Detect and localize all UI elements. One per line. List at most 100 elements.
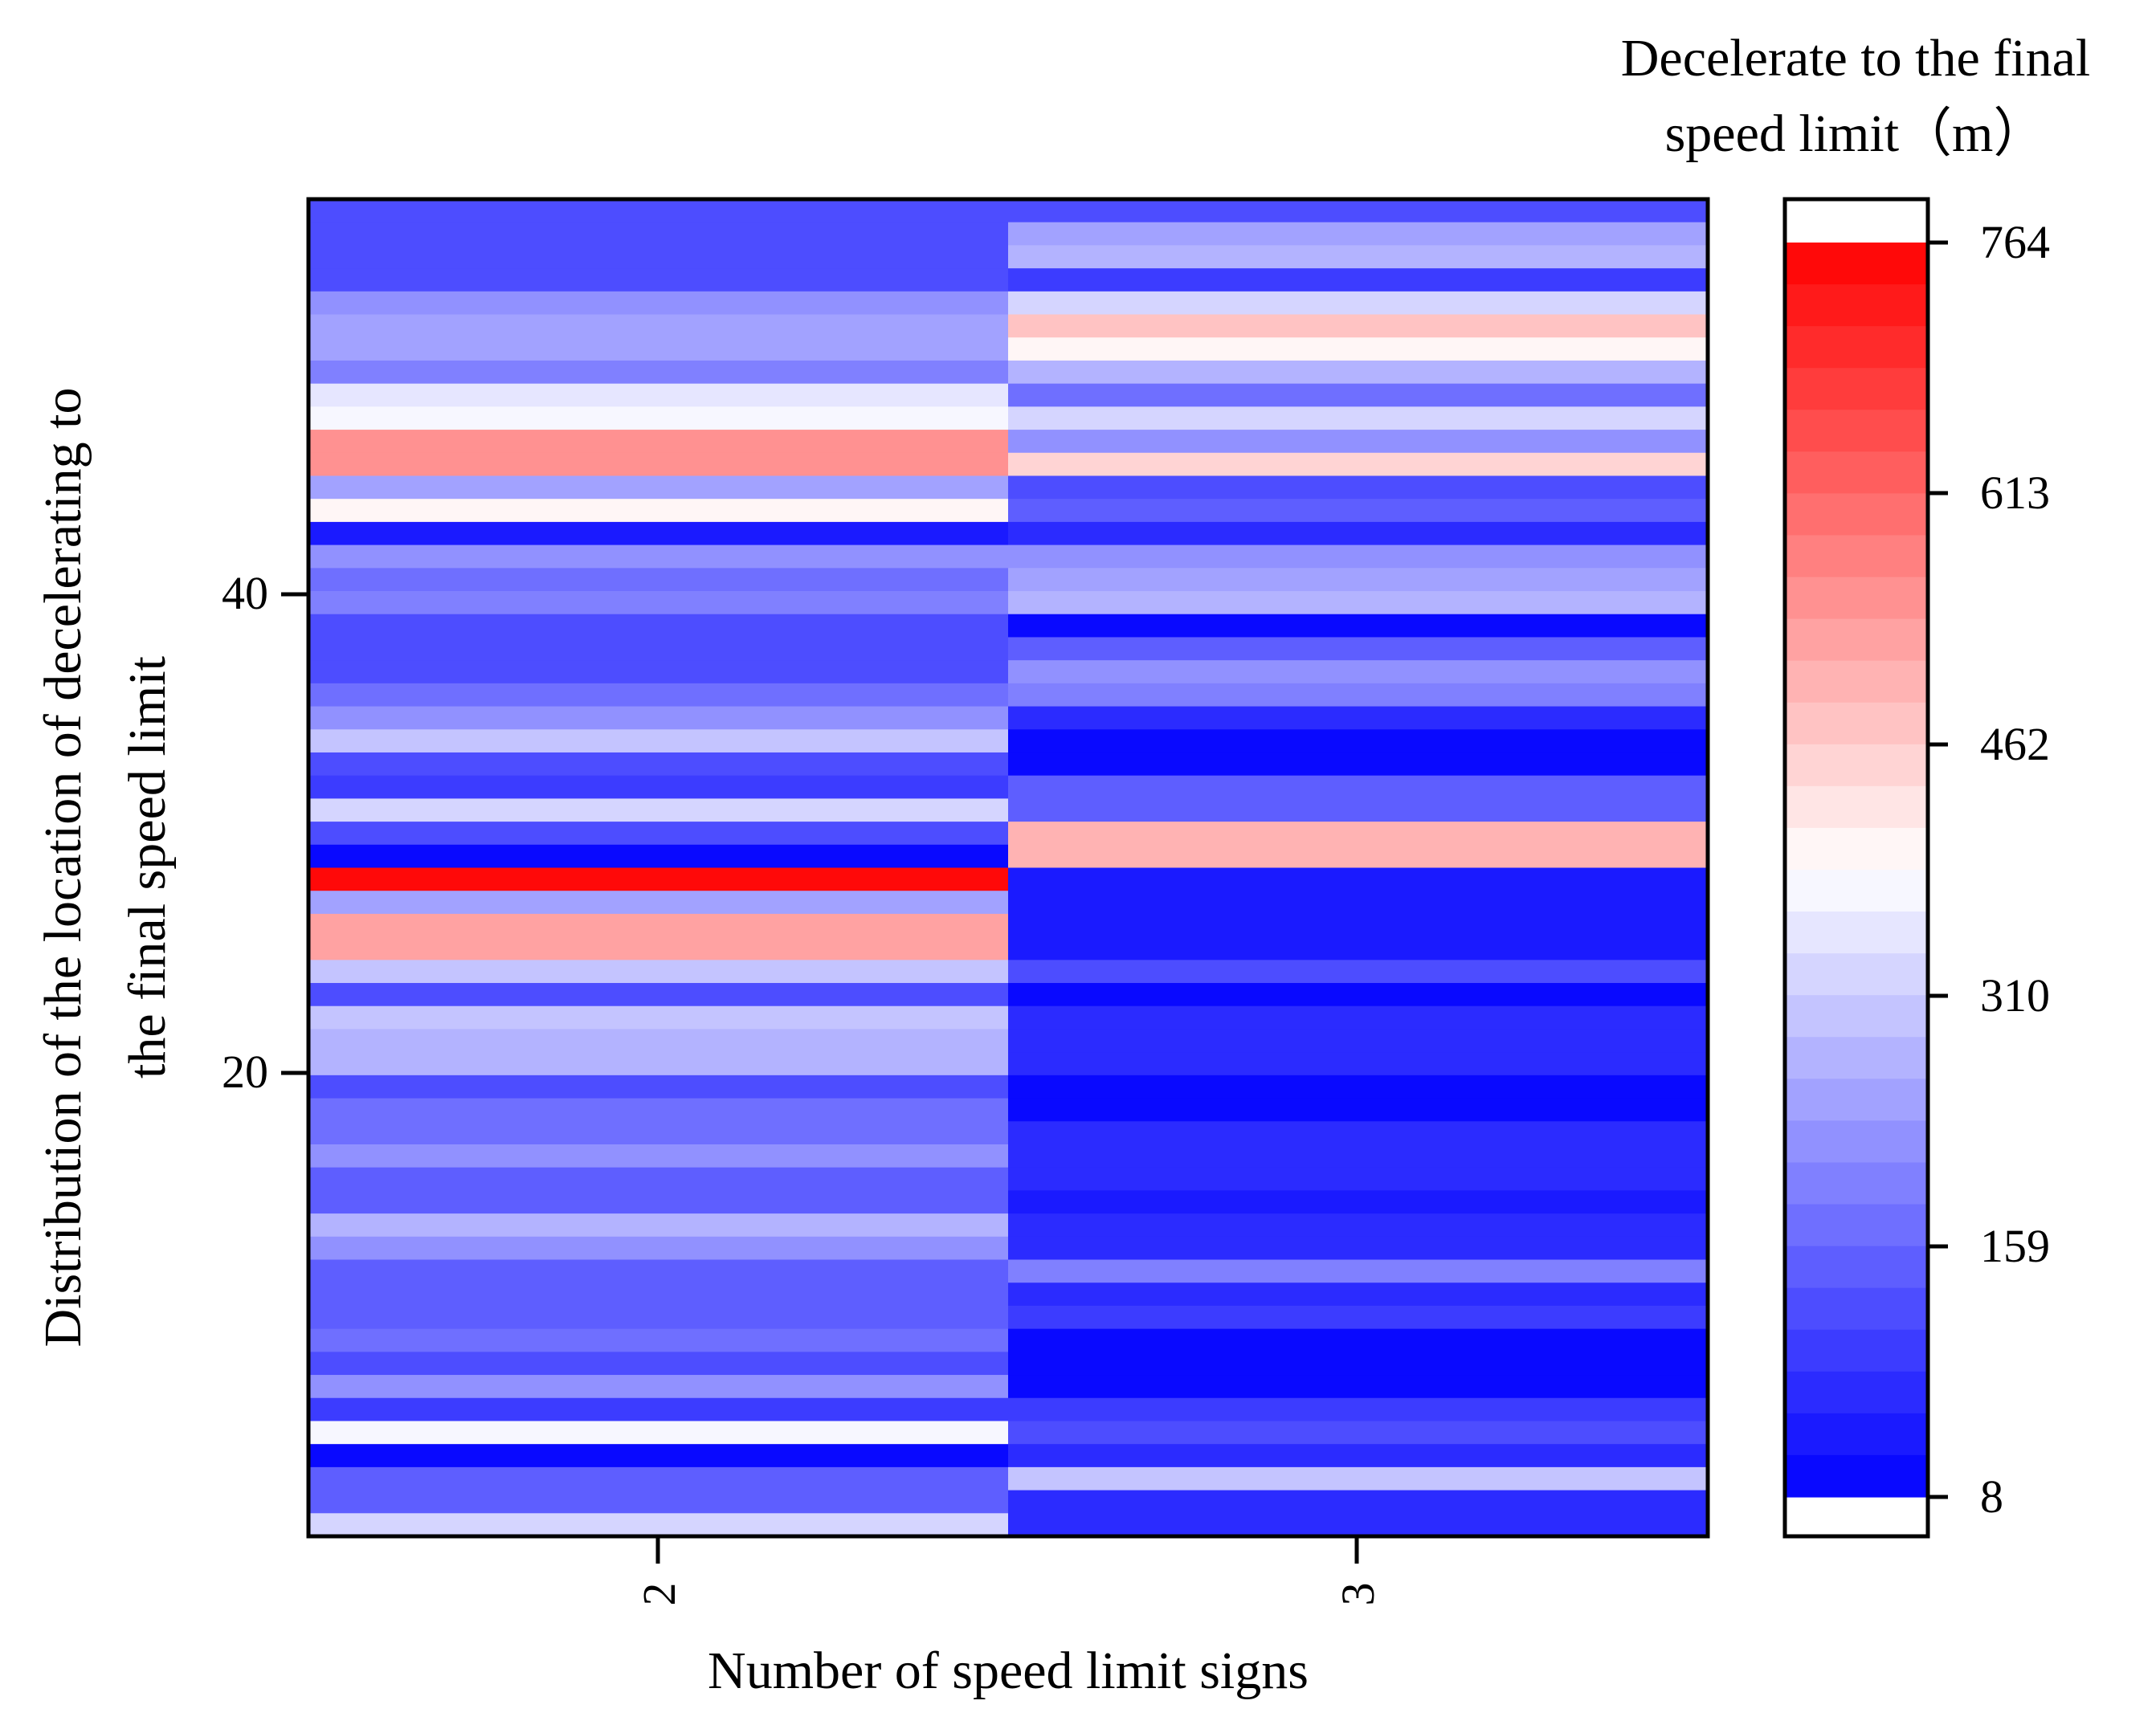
- heatmap-cell: [1008, 637, 1709, 661]
- colorbar-band: [1785, 326, 1928, 369]
- heatmap-cell: [1008, 337, 1709, 361]
- heatmap-cell: [308, 1513, 1009, 1537]
- colorbar-bands: [1785, 243, 1928, 1498]
- heatmap-cell: [1008, 1259, 1709, 1283]
- heatmap-cell: [308, 1236, 1009, 1261]
- heatmap-cell: [308, 729, 1009, 753]
- heatmap-cell: [308, 291, 1009, 316]
- y-axis-label-line1: Distribution of the location of decelera…: [34, 388, 92, 1348]
- heatmap-cell: [308, 1190, 1009, 1214]
- heatmap-cell: [308, 406, 1009, 430]
- heatmap-cell: [1008, 360, 1709, 385]
- heatmap-cell: [308, 1490, 1009, 1514]
- heatmap-cell: [308, 544, 1009, 569]
- heatmap-cell: [308, 1397, 1009, 1422]
- heatmap-cell: [1008, 867, 1709, 891]
- heatmap-cell: [1008, 614, 1709, 638]
- heatmap-cell: [308, 383, 1009, 407]
- heatmap-cell: [1008, 936, 1709, 960]
- heatmap-cell: [1008, 844, 1709, 869]
- heatmap-cell: [308, 591, 1009, 615]
- heatmap-cell: [308, 222, 1009, 247]
- colorbar-band: [1785, 953, 1928, 996]
- heatmap-cell: [308, 960, 1009, 984]
- colorbar-band: [1785, 1079, 1928, 1121]
- colorbar-title-line2: speed limit（m）: [1665, 104, 2047, 163]
- colorbar-ticks: 764 613 462 310 159 8: [1928, 216, 2050, 1523]
- heatmap-cells: [308, 199, 1709, 1537]
- heatmap-cell: [308, 891, 1009, 915]
- colorbar-tick-label-764: 764: [1980, 216, 2050, 268]
- x-axis-label: Number of speed limit signs: [708, 1641, 1309, 1700]
- heatmap-cell: [1008, 1121, 1709, 1145]
- colorbar-band: [1785, 744, 1928, 787]
- heatmap-cell: [1008, 1167, 1709, 1191]
- heatmap-cell: [1008, 475, 1709, 500]
- heatmap-cell: [1008, 568, 1709, 592]
- heatmap-cell: [308, 1444, 1009, 1468]
- colorbar-band: [1785, 995, 1928, 1038]
- heatmap-cell: [308, 637, 1009, 661]
- heatmap-cell: [1008, 1213, 1709, 1238]
- heatmap-cell: [1008, 775, 1709, 799]
- colorbar-band: [1785, 577, 1928, 620]
- heatmap-cell: [308, 314, 1009, 338]
- heatmap-cell: [308, 683, 1009, 708]
- heatmap-cell: [308, 1421, 1009, 1445]
- heatmap-cell: [308, 1213, 1009, 1238]
- colorbar-band: [1785, 702, 1928, 745]
- colorbar-band: [1785, 368, 1928, 410]
- heatmap-cell: [308, 1075, 1009, 1099]
- heatmap-cell: [308, 360, 1009, 385]
- x-axis: 2 3: [633, 1536, 1384, 1606]
- y-tick-label-40: 40: [222, 567, 268, 619]
- heatmap-cell: [308, 1121, 1009, 1145]
- heatmap-cell: [1008, 222, 1709, 247]
- heatmap-cell: [1008, 913, 1709, 938]
- heatmap-cell: [1008, 1444, 1709, 1468]
- colorbar-tick-label-159: 159: [1980, 1220, 2050, 1272]
- heatmap-cell: [1008, 499, 1709, 523]
- heatmap-cell: [1008, 706, 1709, 730]
- heatmap-cell: [1008, 1190, 1709, 1214]
- heatmap-cell: [308, 1144, 1009, 1168]
- heatmap-cell: [308, 844, 1009, 869]
- heatmap-cell: [1008, 406, 1709, 430]
- heatmap-cell: [308, 1029, 1009, 1053]
- heatmap-cell: [308, 268, 1009, 292]
- heatmap-cell: [308, 499, 1009, 523]
- heatmap-cell: [308, 798, 1009, 822]
- colorbar-band: [1785, 827, 1928, 871]
- x-tick-label-3: 3: [1332, 1583, 1384, 1606]
- heatmap-cell: [308, 1005, 1009, 1030]
- heatmap-cell: [308, 1259, 1009, 1283]
- y-axis-label-line2: the final speed limit: [118, 656, 177, 1079]
- heatmap-cell: [308, 452, 1009, 477]
- heatmap-cell: [308, 752, 1009, 777]
- heatmap-cell: [1008, 660, 1709, 684]
- x-tick-label-2: 2: [633, 1583, 685, 1606]
- colorbar-band: [1785, 1037, 1928, 1079]
- colorbar-band: [1785, 284, 1928, 327]
- colorbar-tick-label-8: 8: [1980, 1470, 2003, 1523]
- heatmap-cell: [1008, 521, 1709, 546]
- heatmap-cell: [1008, 798, 1709, 822]
- colorbar-band: [1785, 1287, 1928, 1331]
- heatmap-cell: [308, 775, 1009, 799]
- y-axis-label: Distribution of the location of decelera…: [34, 388, 177, 1348]
- heatmap-cell: [1008, 729, 1709, 753]
- heatmap-cell: [1008, 452, 1709, 477]
- heatmap-cell: [1008, 1328, 1709, 1352]
- heatmap-cell: [1008, 891, 1709, 915]
- colorbar-band: [1785, 493, 1928, 536]
- colorbar-band: [1785, 1162, 1928, 1205]
- heatmap-cell: [1008, 1098, 1709, 1122]
- heatmap-cell: [1008, 314, 1709, 338]
- colorbar-band: [1785, 1329, 1928, 1372]
- heatmap-cell: [308, 936, 1009, 960]
- heatmap-cell: [308, 199, 1009, 223]
- heatmap-cell: [1008, 1236, 1709, 1261]
- heatmap-cell: [308, 1305, 1009, 1330]
- colorbar-frame: [1782, 197, 1930, 1539]
- heatmap-cell: [1008, 960, 1709, 984]
